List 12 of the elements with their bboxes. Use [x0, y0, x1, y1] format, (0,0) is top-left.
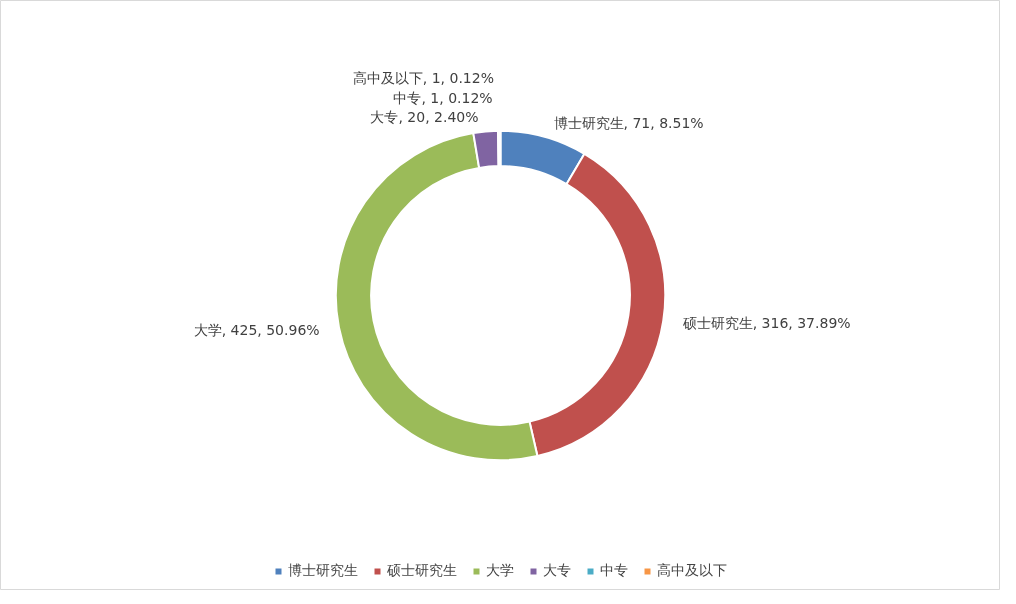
legend-label: 大专 — [543, 562, 571, 580]
data-label: 硕士研究生, 316, 37.89% — [681, 315, 851, 332]
legend-label: 中专 — [600, 562, 628, 580]
legend-label: 硕士研究生 — [387, 562, 457, 580]
data-label: 中专, 1, 0.12% — [393, 89, 493, 106]
legend-label: 博士研究生 — [288, 562, 358, 580]
legend-label: 大学 — [486, 562, 514, 580]
legend-label: 高中及以下 — [657, 562, 727, 580]
data-label: 大学, 425, 50.96% — [193, 322, 320, 339]
data-label: 大专, 20, 2.40% — [370, 109, 479, 126]
data-label: 高中及以下, 1, 0.12% — [352, 69, 494, 86]
data-label: 博士研究生, 71, 8.51% — [553, 114, 704, 131]
